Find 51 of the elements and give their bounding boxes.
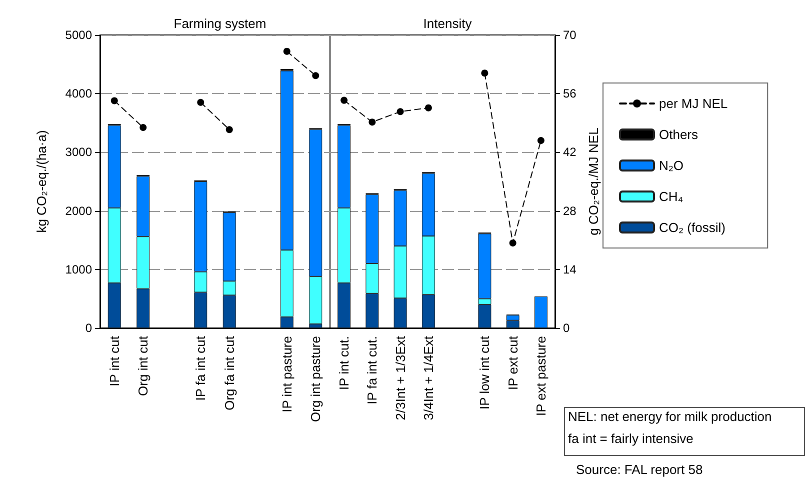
y2-tick-label: 70 — [563, 28, 577, 42]
y-tick-label: 5000 — [65, 28, 92, 42]
x-tick-label: IP int cut. — [336, 336, 352, 390]
point — [509, 240, 516, 247]
x-tick-label: Org int pasture — [308, 336, 324, 422]
point — [424, 104, 432, 112]
legend-label: per MJ NEL — [659, 96, 728, 111]
y-tick-label: 3000 — [65, 145, 92, 160]
x-tick-label: IP fa int cut — [193, 336, 208, 401]
y2-tick-label: 14 — [563, 262, 577, 276]
x-tick-label: IP fa int cut. — [364, 336, 380, 404]
x-tick-label: IP ext cut — [505, 336, 520, 390]
y2-axis-title: g CO₂-eq./MJ NEL — [586, 128, 601, 236]
chart-title: Intensity — [423, 16, 472, 31]
point — [396, 108, 404, 116]
bar — [534, 296, 548, 328]
legend-label: Others — [659, 127, 699, 142]
point — [226, 126, 233, 134]
point — [140, 124, 147, 131]
x-tick-label: IP int pasture — [279, 336, 294, 412]
point — [197, 98, 204, 106]
legend-label: CO₂ (fossil) — [659, 220, 726, 235]
chart-title: Farming system — [174, 16, 266, 31]
point — [368, 118, 376, 126]
y-tick-label: 1000 — [65, 262, 92, 276]
point — [481, 70, 488, 77]
y-axis-title: kg CO₂-eq./(ha·a) — [34, 130, 49, 233]
y-tick-label: 2000 — [65, 204, 92, 218]
legend-label: CH₄ — [659, 189, 684, 204]
y2-tick-label: 42 — [563, 145, 577, 160]
point — [340, 96, 348, 104]
source-note: Source: FAL report 58 — [576, 462, 703, 477]
x-tick-label: Org fa int cut — [222, 336, 237, 410]
x-tick-label: IP ext pasture — [533, 336, 548, 416]
y2-tick-label: 28 — [563, 204, 577, 218]
point — [537, 136, 544, 144]
point — [283, 48, 290, 55]
point — [110, 97, 118, 104]
x-tick-label: IP low int cut — [477, 336, 492, 410]
y-tick-label: 0 — [85, 321, 92, 335]
text: fa int = fairly intensive — [568, 431, 694, 446]
y2-tick-label: 0 — [563, 321, 570, 335]
text: NEL: net energy for milk production — [568, 409, 772, 424]
legend-label: N₂O — [659, 158, 684, 173]
x-tick-label: IP int cut — [106, 336, 122, 386]
x-tick-label: Org int cut — [136, 336, 151, 396]
x-tick-label: 2/3Int + 1/3Ext — [392, 336, 408, 420]
y2-tick-label: 56 — [563, 86, 577, 101]
x-tick-label: 3/4Int + 1/4Ext — [420, 336, 436, 420]
y-tick-label: 4000 — [65, 86, 92, 101]
point — [312, 72, 320, 80]
